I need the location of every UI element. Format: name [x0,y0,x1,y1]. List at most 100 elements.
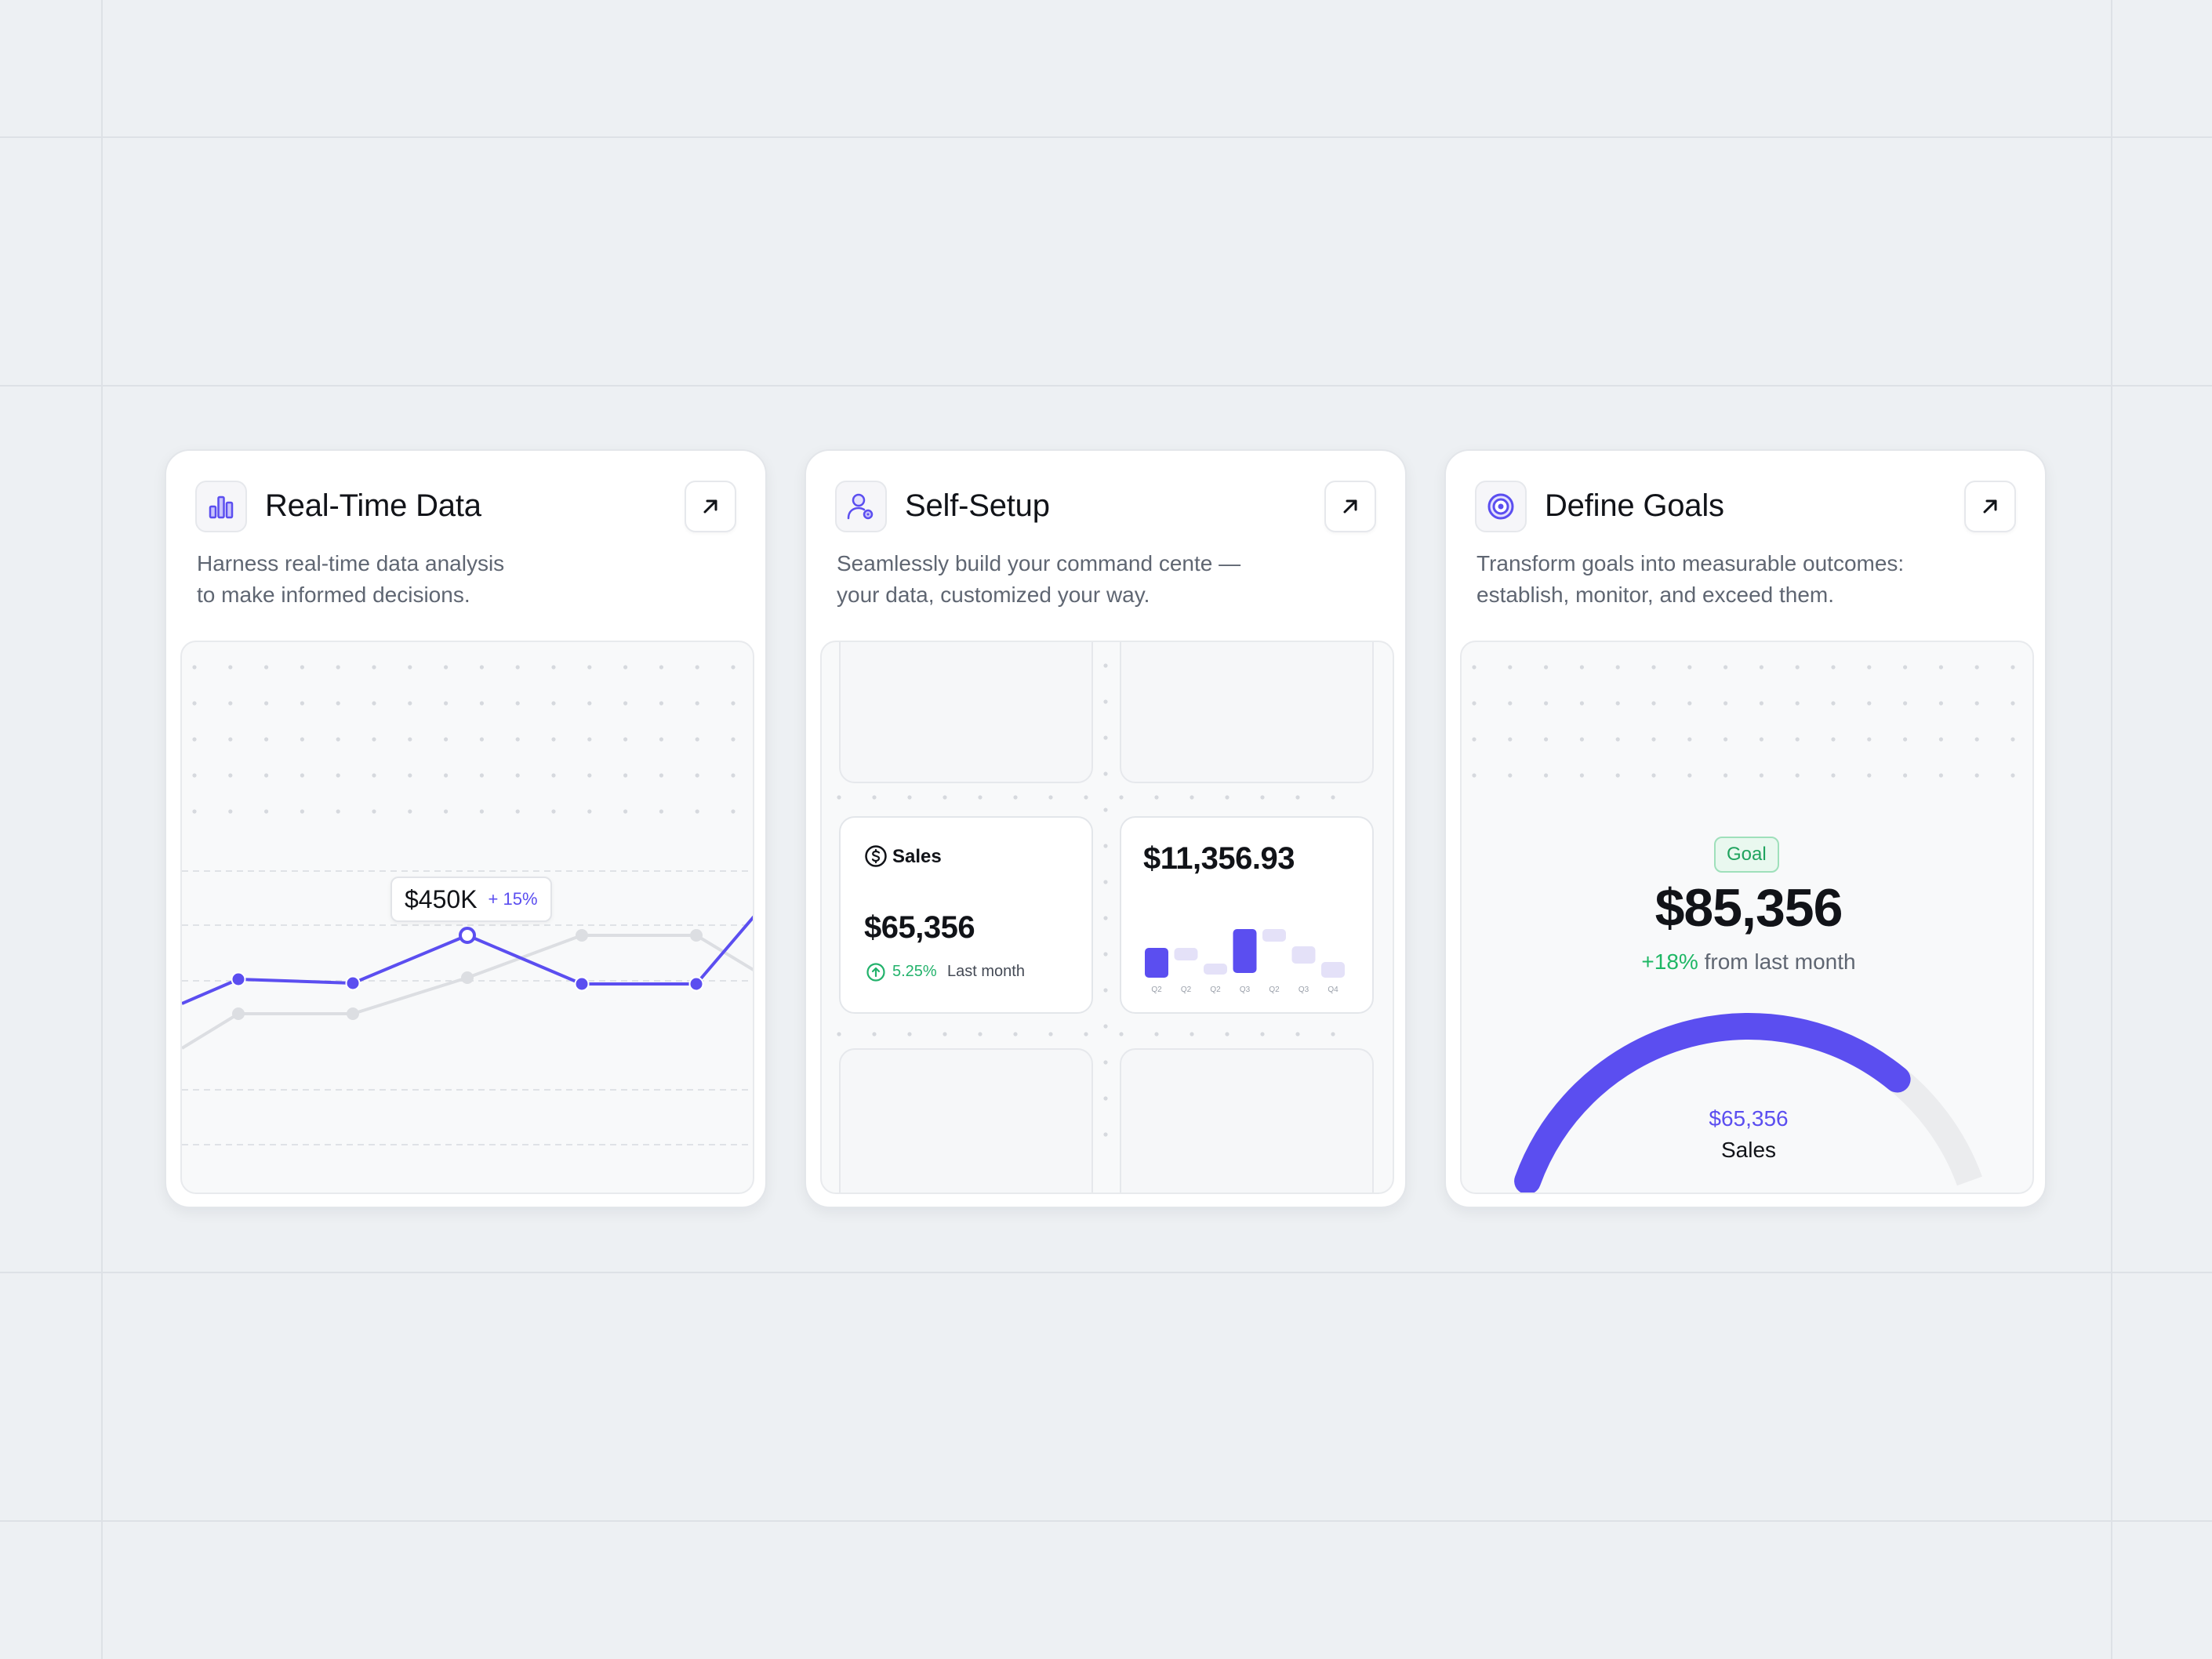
grid-dot [1723,737,1728,742]
grid-dot [623,773,628,778]
grid-dot [372,773,376,778]
grid-dot [336,701,340,706]
grid-dot [1723,773,1728,778]
grid-dot [479,809,484,814]
description-line: Transform goals into measurable outcomes… [1476,551,1905,575]
card-description: Transform goals into measurable outcomes… [1476,548,1994,611]
grid-dot [551,737,556,742]
grid-dot [2010,737,2015,742]
grid-dot [1103,916,1108,920]
grid-dot [943,795,947,800]
sales-widget[interactable]: Sales $65,356 5.25% Last month [839,816,1093,1014]
grid-dot [444,665,449,670]
grid-dot [1472,737,1476,742]
grid-dot [1579,737,1584,742]
grid-dot [1472,701,1476,706]
grid-dot [1013,1032,1018,1036]
primary-series-point [345,975,361,991]
grid-dot [1544,701,1549,706]
goal-gauge [1472,665,2015,1193]
grid-dot [264,809,269,814]
grid-dot [731,701,736,706]
grid-dot [1974,701,1979,706]
grid-dot [1048,795,1053,800]
grid-dot [1795,773,1800,778]
open-card-button[interactable] [1964,481,2016,532]
grid-dot [1687,701,1692,706]
open-card-button[interactable] [685,481,736,532]
grid-dot [1472,665,1476,670]
grid-dot [1651,737,1656,742]
grid-dot [372,701,376,706]
grid-dot [695,773,699,778]
line-chart-panel: $450K + 15% [180,641,754,1194]
open-card-button[interactable] [1324,481,1376,532]
revenue-widget[interactable]: $11,356.93 Q2 Q2 Q2 Q3 Q2 Q3 Q4 [1120,816,1374,1014]
gauge-progress [1514,1013,1911,1193]
grid-dot [1103,988,1108,993]
empty-widget-slot[interactable] [1120,1048,1374,1193]
grid-dot [515,737,520,742]
grid-line [2111,0,2112,1659]
bar-chart-icon [195,481,247,532]
grid-dot [336,665,340,670]
grid-dot [264,701,269,706]
grid-dot [372,737,376,742]
grid-line [0,1272,2212,1273]
grid-dot [695,701,699,706]
grid-dot [837,1032,841,1036]
grid-dot [587,665,592,670]
grid-dot [1103,880,1108,884]
empty-widget-slot[interactable] [839,642,1093,783]
grid-dot [1867,665,1872,670]
grid-dot [192,701,197,706]
grid-dot [515,809,520,814]
grid-dot [1103,808,1108,812]
grid-dot [408,701,412,706]
grid-dot [336,809,340,814]
grid-dot [623,701,628,706]
grid-dot [1508,665,1513,670]
grid-dot [1687,737,1692,742]
grid-dot [1119,1032,1124,1036]
grid-dot [695,737,699,742]
grid-dot [1472,773,1476,778]
grid-line [0,1520,2212,1522]
widget-grid-panel: Sales $65,356 5.25% Last month $11,356.9… [820,641,1394,1194]
grid-dot [1225,795,1229,800]
grid-dot [1331,1032,1335,1036]
grid-dot [551,665,556,670]
grid-dot [1687,773,1692,778]
grid-dot [2010,665,2015,670]
grid-dot [192,737,197,742]
primary-series-point [574,976,590,992]
mini-bar [1291,946,1316,964]
grid-dot [907,795,912,800]
grid-dot [1190,1032,1194,1036]
grid-dot [551,773,556,778]
grid-dot [551,809,556,814]
grid-dot [1154,1032,1159,1036]
arrow-up-right-icon [703,499,717,514]
grid-dot [300,809,304,814]
empty-widget-slot[interactable] [1120,642,1374,783]
mini-bar-chart [1145,929,1345,978]
grid-dot [623,665,628,670]
grid-dot [1938,701,1943,706]
grid-dot [1938,773,1943,778]
grid-dot [1103,1096,1108,1101]
grid-dot [695,665,699,670]
grid-dot [228,773,233,778]
grid-dot [1723,665,1728,670]
grid-dot [731,737,736,742]
empty-widget-slot[interactable] [839,1048,1093,1193]
sales-label: Sales [892,846,942,867]
grid-dot [336,737,340,742]
grid-dot [444,737,449,742]
grid-dot [192,665,197,670]
bar-axis-label: Q4 [1328,986,1338,994]
grid-dot [228,665,233,670]
grid-dot [659,773,664,778]
grid-dot [943,1032,947,1036]
card-title: Define Goals [1545,488,1724,523]
